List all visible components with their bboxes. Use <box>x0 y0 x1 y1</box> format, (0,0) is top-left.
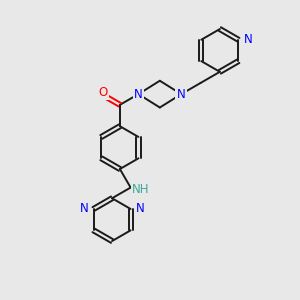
Text: O: O <box>98 86 108 99</box>
Text: N: N <box>177 88 186 100</box>
Text: N: N <box>134 88 143 100</box>
Text: N: N <box>80 202 88 215</box>
Text: NH: NH <box>132 183 150 196</box>
Text: N: N <box>136 202 145 215</box>
Text: N: N <box>244 33 253 46</box>
